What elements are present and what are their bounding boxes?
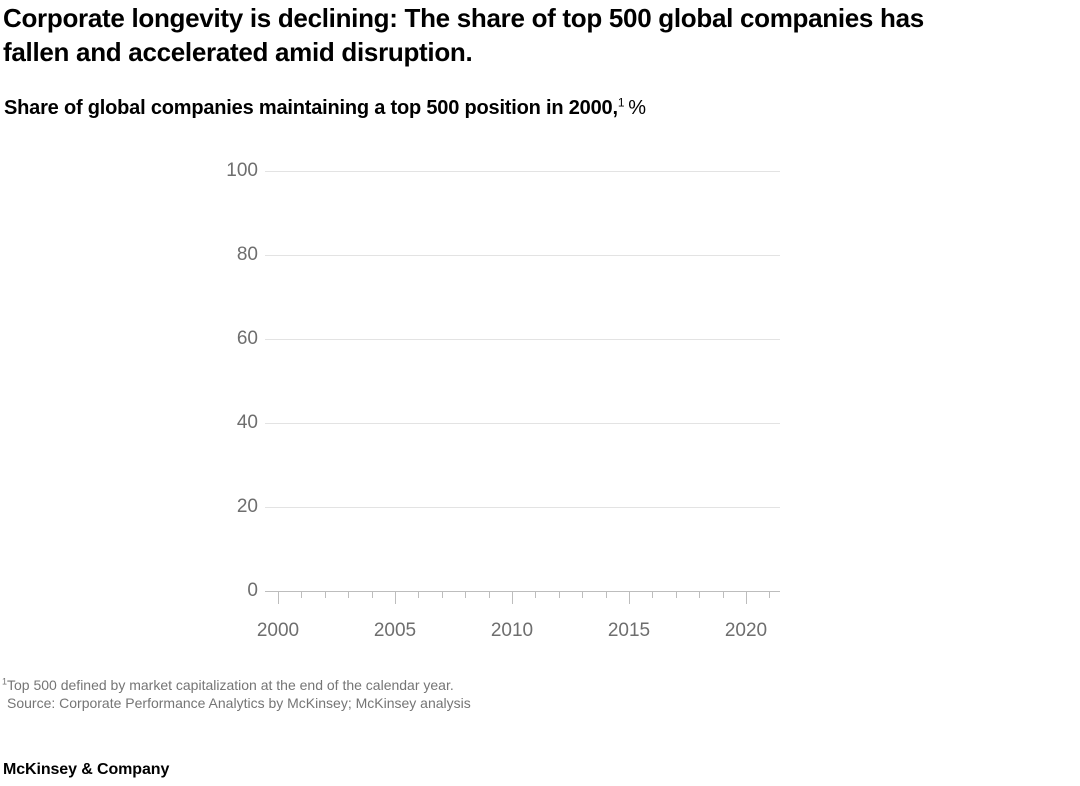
- x-minor-tick-2017: [676, 591, 677, 598]
- x-minor-tick-2019: [723, 591, 724, 598]
- source-line: Source: Corporate Performance Analytics …: [7, 694, 471, 711]
- x-minor-tick-2018: [699, 591, 700, 598]
- x-major-tick-2010: [512, 591, 513, 604]
- x-minor-tick-2003: [348, 591, 349, 598]
- x-minor-tick-2013: [582, 591, 583, 598]
- x-major-tick-2015: [629, 591, 630, 604]
- y-gridline-40: [265, 423, 780, 424]
- x-minor-tick-2014: [606, 591, 607, 598]
- x-axis-label-2000: 2000: [256, 620, 300, 641]
- x-minor-tick-2001: [301, 591, 302, 598]
- x-minor-tick-2011: [535, 591, 536, 598]
- exhibit-title-line2: fallen and accelerated amid disruption.: [3, 37, 473, 67]
- y-gridline-100: [265, 171, 780, 172]
- exhibit-title-line1: Corporate longevity is declining: The sh…: [3, 3, 924, 33]
- y-axis-label-80: 80: [236, 244, 258, 265]
- chart-subtitle: Share of global companies maintaining a …: [4, 95, 646, 120]
- y-axis-label-100: 100: [226, 160, 258, 181]
- x-axis-label-2015: 2015: [607, 620, 651, 641]
- x-minor-tick-2004: [372, 591, 373, 598]
- y-gridline-20: [265, 507, 780, 508]
- y-gridline-80: [265, 255, 780, 256]
- x-minor-tick-2009: [489, 591, 490, 598]
- x-minor-tick-2007: [442, 591, 443, 598]
- exhibit-title: Corporate longevity is declining: The sh…: [3, 1, 924, 69]
- x-axis-label-2005: 2005: [373, 620, 417, 641]
- chart-footnotes: 1Top 500 defined by market capitalizatio…: [2, 677, 471, 712]
- chart-subtitle-text: Share of global companies maintaining a …: [4, 97, 618, 119]
- x-minor-tick-2012: [559, 591, 560, 598]
- x-minor-tick-2008: [465, 591, 466, 598]
- chart-plot-area: 100 80 60 40 20 0 2000 2005 2010 2015 2020: [226, 161, 780, 641]
- y-axis-label-20: 20: [236, 496, 258, 517]
- x-major-tick-2020: [746, 591, 747, 604]
- chart-subtitle-footnote-marker: 1: [617, 95, 625, 110]
- y-axis-label-60: 60: [236, 328, 258, 349]
- x-minor-tick-2002: [325, 591, 326, 598]
- x-minor-tick-2021: [769, 591, 770, 598]
- x-minor-tick-2016: [652, 591, 653, 598]
- x-major-tick-2000: [278, 591, 279, 604]
- x-axis-label-2020: 2020: [724, 620, 768, 641]
- x-minor-tick-2006: [418, 591, 419, 598]
- footnote-text: Top 500 defined by market capitalization…: [7, 677, 454, 693]
- y-axis-label-40: 40: [236, 412, 258, 433]
- chart-subtitle-unit: %: [628, 97, 646, 119]
- y-axis-label-0: 0: [247, 580, 258, 601]
- mckinsey-company-logo: McKinsey & Company: [3, 761, 170, 778]
- footnote-marker: 1: [2, 676, 8, 687]
- x-major-tick-2005: [395, 591, 396, 604]
- x-axis-label-2010: 2010: [490, 620, 534, 641]
- footnote-line: 1Top 500 defined by market capitalizatio…: [2, 677, 471, 695]
- y-gridline-60: [265, 339, 780, 340]
